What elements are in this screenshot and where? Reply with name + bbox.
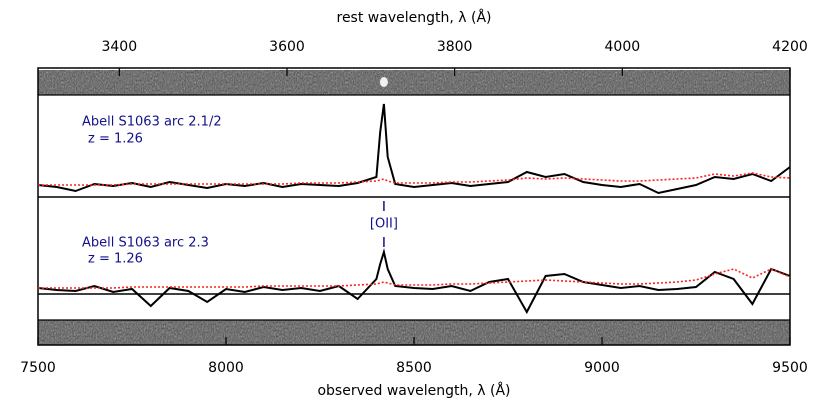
spectrum-line: [37, 248, 791, 315]
annotation-label: [OII]: [370, 217, 398, 232]
bottom-axis-title: observed wavelength, λ (Å): [317, 382, 510, 399]
x-tick-label: 7500: [20, 360, 56, 376]
plot-frame: [37, 67, 791, 346]
panel-redshift: z = 1.26: [88, 252, 143, 267]
top-axis-title: rest wavelength, λ (Å): [337, 9, 492, 26]
panel-label: Abell S1063 arc 2.1/2: [82, 115, 222, 130]
panel-label: Abell S1063 arc 2.3: [82, 236, 209, 251]
emission-blob: [379, 77, 388, 87]
spectrum-2d-noise: [38, 70, 790, 95]
panel-redshift: z = 1.26: [88, 132, 143, 147]
x-tick-label: 8500: [396, 360, 432, 376]
x2-tick-label: 4200: [772, 39, 808, 55]
model-line: [38, 268, 791, 289]
spectrum-line: [37, 103, 791, 195]
x2-tick-label: 4000: [605, 39, 641, 55]
x2-tick-label: 3800: [437, 39, 473, 55]
x2-tick-label: 3400: [101, 39, 137, 55]
x-tick-label: 9000: [584, 360, 620, 376]
x-tick-label: 9500: [772, 360, 808, 376]
model-line: [38, 172, 791, 186]
x2-tick-label: 3600: [269, 39, 305, 55]
x-tick-label: 8000: [208, 360, 244, 376]
